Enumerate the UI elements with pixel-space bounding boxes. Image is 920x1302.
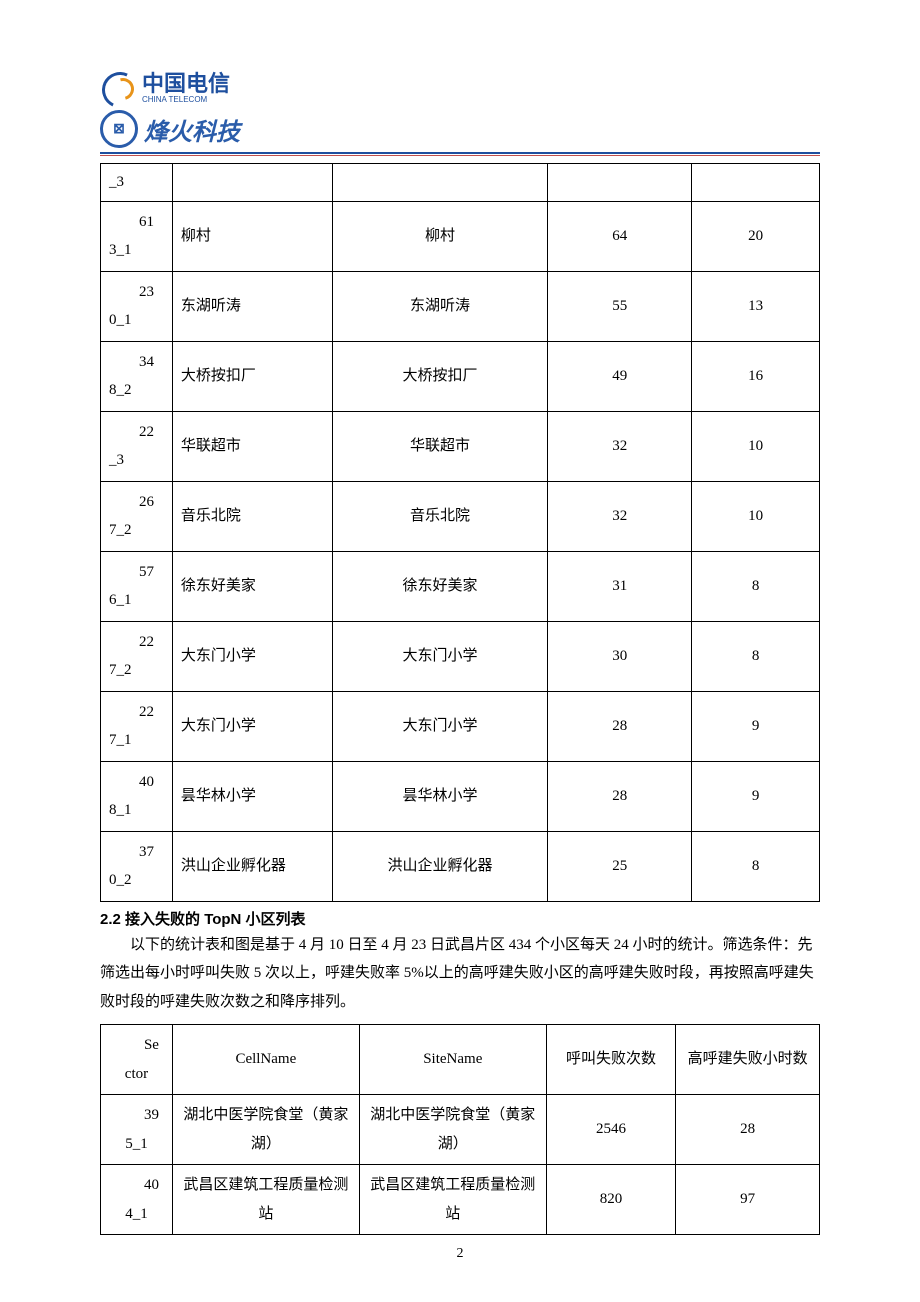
- value-1: 30: [548, 621, 692, 691]
- ct-en-text: CHINA TELECOM: [142, 95, 230, 104]
- china-telecom-logo: 中国电信 CHINA TELECOM: [100, 70, 820, 106]
- sector-id: 408_1: [101, 761, 173, 831]
- header-cellname: CellName: [172, 1025, 359, 1095]
- value-2: 8: [692, 621, 820, 691]
- table-row: 408_1昙华林小学昙华林小学289: [101, 761, 820, 831]
- table-row: 395_1湖北中医学院食堂（黄家湖）湖北中医学院食堂（黄家湖）254628: [101, 1095, 820, 1165]
- site-name: 大东门小学: [332, 691, 548, 761]
- header-fail-count: 呼叫失败次数: [546, 1025, 675, 1095]
- cell-name: 华联超市: [172, 411, 332, 481]
- site-name: 洪山企业孵化器: [332, 831, 548, 901]
- site-name: 柳村: [332, 201, 548, 271]
- value-2: 13: [692, 271, 820, 341]
- sector-id: 576_1: [101, 551, 173, 621]
- sector-id: 230_1: [101, 271, 173, 341]
- site-name: 大东门小学: [332, 621, 548, 691]
- value-1: 55: [548, 271, 692, 341]
- site-name: 湖北中医学院食堂（黄家湖）: [359, 1095, 546, 1165]
- value-1: 31: [548, 551, 692, 621]
- site-name: 东湖听涛: [332, 271, 548, 341]
- header-divider: [100, 152, 820, 155]
- fail-count: 2546: [546, 1095, 675, 1165]
- value-1: 28: [548, 761, 692, 831]
- page-number: 2: [0, 1246, 920, 1262]
- value-2: 9: [692, 691, 820, 761]
- cell-name: 湖北中医学院食堂（黄家湖）: [172, 1095, 359, 1165]
- sector-id: 227_1: [101, 691, 173, 761]
- table-row: 227_2大东门小学大东门小学308: [101, 621, 820, 691]
- table-topn-drop: _3613_1柳村柳村6420230_1东湖听涛东湖听涛5513348_2大桥按…: [100, 163, 820, 902]
- table-row: 267_2音乐北院音乐北院3210: [101, 481, 820, 551]
- sector-id: 404_1: [101, 1165, 173, 1235]
- fh-text: 烽火科技: [144, 112, 240, 147]
- cell-name: 武昌区建筑工程质量检测站: [172, 1165, 359, 1235]
- cell-name: 柳村: [172, 201, 332, 271]
- logo-block: 中国电信 CHINA TELECOM ⊠ 烽火科技: [100, 70, 820, 155]
- header-sitename: SiteName: [359, 1025, 546, 1095]
- header-sector: Sector: [101, 1025, 173, 1095]
- table-row: 227_1大东门小学大东门小学289: [101, 691, 820, 761]
- cell-name: 洪山企业孵化器: [172, 831, 332, 901]
- fail-hours: 97: [676, 1165, 820, 1235]
- swirl-icon: [100, 70, 136, 106]
- table-access-fail: SectorCellNameSiteName呼叫失败次数高呼建失败小时数395_…: [100, 1024, 820, 1235]
- site-name: 音乐北院: [332, 481, 548, 551]
- fail-count: 820: [546, 1165, 675, 1235]
- value-2: 10: [692, 481, 820, 551]
- table-row: 576_1徐东好美家徐东好美家318: [101, 551, 820, 621]
- table-row: 230_1东湖听涛东湖听涛5513: [101, 271, 820, 341]
- table-row: 22_3华联超市华联超市3210: [101, 411, 820, 481]
- table-row: 404_1武昌区建筑工程质量检测站武昌区建筑工程质量检测站82097: [101, 1165, 820, 1235]
- sector-id: 395_1: [101, 1095, 173, 1165]
- cell-name: 大桥按扣厂: [172, 341, 332, 411]
- sector-id: 267_2: [101, 481, 173, 551]
- site-name: 华联超市: [332, 411, 548, 481]
- table-header-row: SectorCellNameSiteName呼叫失败次数高呼建失败小时数: [101, 1025, 820, 1095]
- value-2: 16: [692, 341, 820, 411]
- site-name: [332, 164, 548, 202]
- document-page: 中国电信 CHINA TELECOM ⊠ 烽火科技 _3613_1柳村柳村642…: [0, 0, 920, 1302]
- value-1: 28: [548, 691, 692, 761]
- value-1: 25: [548, 831, 692, 901]
- value-1: 32: [548, 481, 692, 551]
- site-name: 武昌区建筑工程质量检测站: [359, 1165, 546, 1235]
- value-2: 9: [692, 761, 820, 831]
- table-row: 613_1柳村柳村6420: [101, 201, 820, 271]
- section-paragraph: 以下的统计表和图是基于 4 月 10 日至 4 月 23 日武昌片区 434 个…: [100, 931, 820, 1017]
- cell-name: 音乐北院: [172, 481, 332, 551]
- cell-name: 昙华林小学: [172, 761, 332, 831]
- fenghuo-logo: ⊠ 烽火科技: [100, 110, 820, 148]
- value-2: 8: [692, 551, 820, 621]
- sector-id: 348_2: [101, 341, 173, 411]
- table-row: _3: [101, 164, 820, 202]
- sector-id: 370_2: [101, 831, 173, 901]
- value-2: 10: [692, 411, 820, 481]
- ct-cn-text: 中国电信: [142, 73, 230, 95]
- table-row: 348_2大桥按扣厂大桥按扣厂4916: [101, 341, 820, 411]
- fh-icon: ⊠: [100, 110, 138, 148]
- header-fail-hours: 高呼建失败小时数: [676, 1025, 820, 1095]
- table-row: 370_2洪山企业孵化器洪山企业孵化器258: [101, 831, 820, 901]
- sector-id: 613_1: [101, 201, 173, 271]
- cell-name: [172, 164, 332, 202]
- sector-id: 227_2: [101, 621, 173, 691]
- cell-name: 徐东好美家: [172, 551, 332, 621]
- section-heading: 2.2 接入失败的 TopN 小区列表: [100, 908, 820, 929]
- value-1: [548, 164, 692, 202]
- cell-name: 大东门小学: [172, 621, 332, 691]
- value-2: 20: [692, 201, 820, 271]
- value-2: 8: [692, 831, 820, 901]
- value-1: 32: [548, 411, 692, 481]
- sector-id: _3: [101, 164, 173, 202]
- site-name: 徐东好美家: [332, 551, 548, 621]
- value-2: [692, 164, 820, 202]
- cell-name: 大东门小学: [172, 691, 332, 761]
- fail-hours: 28: [676, 1095, 820, 1165]
- site-name: 昙华林小学: [332, 761, 548, 831]
- site-name: 大桥按扣厂: [332, 341, 548, 411]
- sector-id: 22_3: [101, 411, 173, 481]
- cell-name: 东湖听涛: [172, 271, 332, 341]
- value-1: 49: [548, 341, 692, 411]
- value-1: 64: [548, 201, 692, 271]
